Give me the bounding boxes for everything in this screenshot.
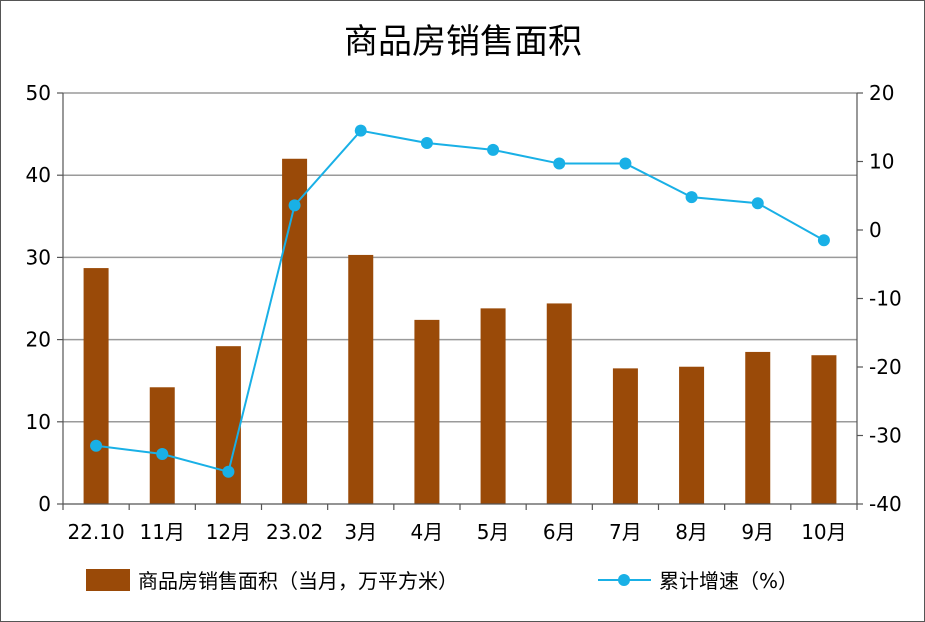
bar bbox=[679, 366, 705, 504]
x-tick-label: 4月 bbox=[411, 520, 444, 544]
tick-labels: 0 10 20 30 40 50 -40 -30 -20 -10 0 10 20 22.10 11月 12月 2… bbox=[26, 81, 902, 544]
growth-point bbox=[90, 439, 103, 452]
bar bbox=[149, 387, 175, 504]
legend-line-label: 累计增速（%） bbox=[659, 569, 798, 593]
growth-point bbox=[619, 157, 632, 170]
y-right-tick-label: 10 bbox=[869, 150, 894, 174]
growth-point bbox=[817, 234, 830, 247]
growth-line bbox=[95, 129, 825, 474]
bar bbox=[745, 351, 771, 504]
legend-bar-swatch bbox=[86, 569, 130, 591]
x-tick-label: 23.02 bbox=[266, 520, 323, 544]
growth-point bbox=[288, 199, 301, 212]
bar bbox=[811, 355, 837, 504]
legend-bar-label: 商品房销售面积（当月，万平方米） bbox=[138, 569, 458, 593]
line-series bbox=[90, 124, 830, 478]
growth-point bbox=[354, 124, 367, 137]
y-left-tick-label: 0 bbox=[38, 492, 51, 516]
y-left-tick-label: 20 bbox=[26, 328, 51, 352]
growth-point bbox=[751, 197, 764, 210]
bar bbox=[215, 346, 241, 504]
growth-point bbox=[156, 447, 169, 460]
chart-title: 商品房销售面积 bbox=[344, 22, 582, 62]
bar bbox=[348, 254, 374, 504]
bar bbox=[546, 303, 572, 504]
x-tick-label: 22.10 bbox=[67, 520, 124, 544]
bar bbox=[612, 368, 638, 504]
bar bbox=[480, 308, 506, 504]
bar bbox=[83, 268, 109, 504]
bar-series bbox=[83, 158, 837, 504]
y-left-tick-label: 50 bbox=[26, 81, 51, 105]
x-tick-label: 11月 bbox=[140, 520, 185, 544]
x-tick-label: 5月 bbox=[477, 520, 510, 544]
x-tick-label: 8月 bbox=[675, 520, 708, 544]
legend: 商品房销售面积（当月，万平方米） 累计增速（%） bbox=[86, 569, 798, 593]
y-right-tick-label: -40 bbox=[869, 492, 902, 516]
y-left-tick-label: 10 bbox=[26, 410, 51, 434]
y-right-tick-label: -20 bbox=[869, 355, 902, 379]
y-right-tick-label: 0 bbox=[869, 218, 882, 242]
axes bbox=[57, 92, 863, 510]
growth-point bbox=[487, 143, 500, 156]
x-tick-label: 9月 bbox=[741, 520, 774, 544]
x-tick-label: 10月 bbox=[801, 520, 846, 544]
bar bbox=[414, 319, 440, 504]
y-right-tick-label: 20 bbox=[869, 81, 894, 105]
y-right-tick-label: -10 bbox=[869, 287, 902, 311]
growth-point bbox=[420, 137, 433, 150]
y-left-tick-label: 40 bbox=[26, 163, 51, 187]
gridlines bbox=[63, 92, 857, 423]
y-right-tick-label: -30 bbox=[869, 424, 902, 448]
growth-point bbox=[222, 465, 235, 478]
x-tick-label: 6月 bbox=[543, 520, 576, 544]
x-tick-label: 7月 bbox=[609, 520, 642, 544]
legend-line-marker bbox=[618, 574, 630, 586]
y-left-tick-label: 30 bbox=[26, 245, 51, 269]
growth-point bbox=[685, 191, 698, 204]
growth-point bbox=[553, 157, 566, 170]
x-tick-label: 3月 bbox=[344, 520, 377, 544]
x-tick-label: 12月 bbox=[206, 520, 251, 544]
bar bbox=[282, 158, 308, 504]
